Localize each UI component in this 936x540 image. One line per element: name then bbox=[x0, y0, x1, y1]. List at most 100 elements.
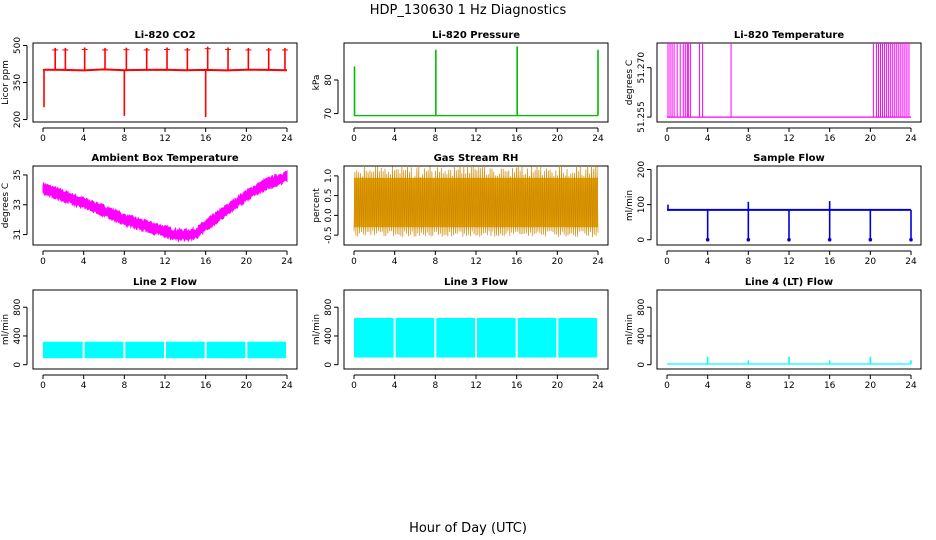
series-band-segment bbox=[517, 318, 557, 358]
x-tick-label: 4 bbox=[81, 257, 87, 267]
panel-title: Ambient Box Temperature bbox=[91, 153, 238, 164]
x-tick-label: 20 bbox=[552, 257, 564, 267]
series-band-segment bbox=[436, 318, 475, 358]
series-drop-point bbox=[868, 237, 873, 242]
series-drop-point bbox=[827, 237, 832, 242]
x-tick-label: 24 bbox=[592, 134, 604, 144]
x-tick-label: 16 bbox=[824, 381, 836, 391]
panel-4: Ambient Box Temperature 0 4 8 12 16 20 24 31 33 35… bbox=[1, 153, 298, 267]
x-tick-label: 24 bbox=[281, 134, 293, 144]
series-band-segment bbox=[395, 318, 435, 358]
x-tick-label: 0 bbox=[664, 134, 670, 144]
figure-title: HDP_130630 1 Hz Diagnostics bbox=[370, 3, 567, 18]
x-tick-label: 4 bbox=[392, 257, 398, 267]
y-tick-label: 400 bbox=[324, 327, 334, 344]
x-tick-label: 16 bbox=[200, 134, 212, 144]
series-band-segment bbox=[247, 341, 286, 359]
panel-title: Line 4 (LT) Flow bbox=[745, 277, 833, 288]
x-tick-label: 12 bbox=[470, 134, 481, 144]
x-tick-label: 8 bbox=[432, 257, 438, 267]
y-tick-label: 0 bbox=[324, 362, 334, 368]
plot-frame bbox=[32, 42, 298, 123]
x-tick-label: 0 bbox=[664, 257, 670, 267]
y-tick-label: 0.0 bbox=[324, 208, 334, 223]
plot-area bbox=[42, 46, 288, 118]
y-tick-label: 1.0 bbox=[324, 168, 334, 183]
x-tick-label: 8 bbox=[121, 134, 127, 144]
x-tick-label: 0 bbox=[40, 257, 46, 267]
y-tick-label: 51.270 bbox=[637, 52, 647, 84]
x-tick-label: 4 bbox=[392, 134, 398, 144]
panel-title: Sample Flow bbox=[753, 153, 825, 164]
panel-3: Li-820 Temperature 0 4 8 12 16 20 24 51.255 51.27… bbox=[625, 30, 922, 144]
plot-frame bbox=[343, 42, 609, 123]
y-tick-label: 0 bbox=[637, 237, 647, 243]
x-tick-label: 24 bbox=[592, 257, 604, 267]
y-tick-label: -0.5 bbox=[324, 226, 334, 244]
y-tick-label: 51.255 bbox=[637, 101, 647, 133]
series-drop-point bbox=[787, 237, 791, 242]
y-tick-label: 0 bbox=[13, 362, 23, 368]
x-tick-label: 4 bbox=[392, 381, 398, 391]
x-tick-label: 8 bbox=[745, 257, 751, 267]
y-tick-label: 800 bbox=[13, 298, 23, 315]
y-tick-label: 800 bbox=[324, 298, 334, 315]
plot-area bbox=[667, 356, 912, 365]
y-tick-label: 80 bbox=[324, 74, 334, 86]
series-band-segment bbox=[477, 318, 516, 358]
x-tick-label: 24 bbox=[905, 381, 917, 391]
y-axis-label: ml/min bbox=[1, 314, 11, 345]
x-tick-label: 0 bbox=[40, 381, 46, 391]
x-tick-label: 4 bbox=[705, 134, 711, 144]
x-tick-label: 12 bbox=[470, 257, 481, 267]
x-tick-label: 12 bbox=[783, 257, 794, 267]
x-tick-label: 12 bbox=[159, 381, 170, 391]
plot-frame bbox=[343, 165, 609, 246]
series-band-segment bbox=[43, 341, 83, 359]
x-tick-label: 8 bbox=[745, 381, 751, 391]
y-axis-label: degrees C bbox=[625, 60, 635, 105]
x-tick-label: 16 bbox=[824, 134, 836, 144]
plot-frame bbox=[32, 289, 298, 370]
y-tick-label: 0.5 bbox=[324, 188, 334, 202]
y-tick-label: 400 bbox=[637, 327, 647, 344]
x-tick-label: 20 bbox=[865, 257, 877, 267]
x-tick-label: 24 bbox=[905, 257, 917, 267]
x-tick-label: 8 bbox=[432, 134, 438, 144]
y-axis-label: Licor ppm bbox=[1, 60, 11, 105]
panel-title: Li-820 Pressure bbox=[432, 30, 520, 41]
y-axis-label: ml/min bbox=[625, 314, 635, 345]
y-tick-label: 500 bbox=[13, 37, 23, 54]
x-tick-label: 24 bbox=[592, 381, 604, 391]
plot-frame bbox=[656, 289, 922, 370]
plot-area bbox=[43, 341, 286, 359]
x-tick-label: 0 bbox=[351, 257, 357, 267]
y-tick-label: 200 bbox=[13, 111, 23, 128]
x-tick-label: 4 bbox=[81, 381, 87, 391]
plot-area bbox=[354, 318, 597, 358]
panel-title: Line 3 Flow bbox=[444, 277, 508, 288]
series-drop-point bbox=[705, 237, 710, 242]
x-tick-label: 20 bbox=[241, 134, 253, 144]
y-tick-label: 400 bbox=[13, 327, 23, 344]
x-tick-label: 20 bbox=[865, 381, 877, 391]
y-tick-label: 35 bbox=[13, 169, 23, 180]
x-tick-label: 12 bbox=[783, 134, 794, 144]
x-tick-label: 4 bbox=[705, 381, 711, 391]
series-noise-band-noise bbox=[353, 166, 599, 238]
x-tick-label: 20 bbox=[552, 134, 564, 144]
y-axis-label: ml/min bbox=[625, 190, 635, 221]
y-tick-label: 31 bbox=[13, 229, 23, 240]
panel-title: Line 2 Flow bbox=[133, 277, 197, 288]
x-tick-label: 24 bbox=[281, 381, 293, 391]
x-tick-label: 0 bbox=[664, 381, 670, 391]
plot-frame bbox=[656, 165, 922, 246]
plot-frame bbox=[343, 289, 609, 370]
x-tick-label: 24 bbox=[905, 134, 917, 144]
series-band-segment bbox=[558, 318, 597, 358]
x-tick-label: 20 bbox=[241, 381, 253, 391]
x-tick-label: 16 bbox=[200, 257, 212, 267]
plot-frame bbox=[32, 165, 298, 246]
